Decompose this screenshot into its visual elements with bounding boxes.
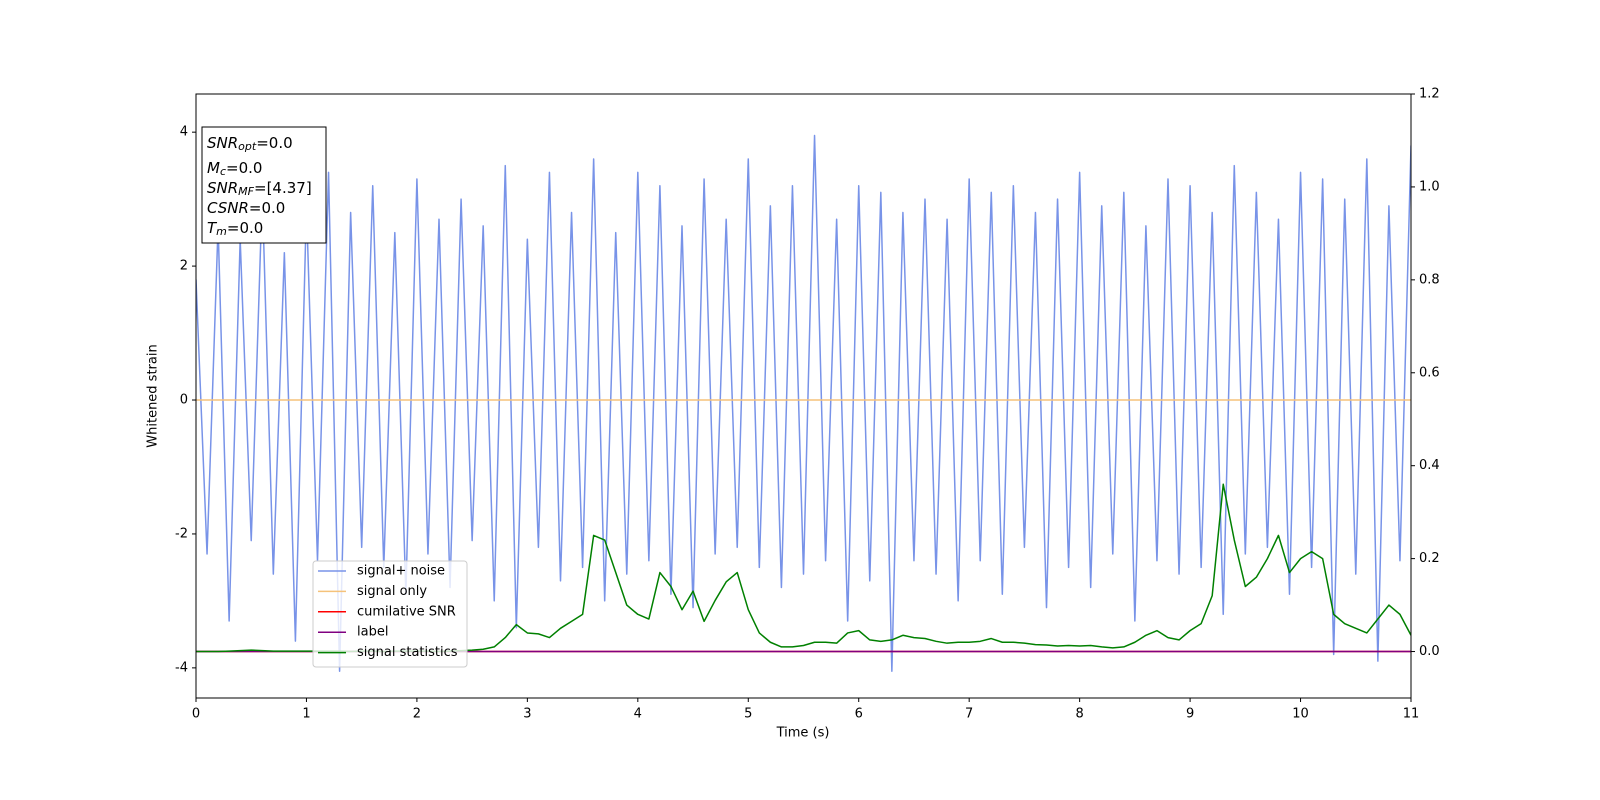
y-tick-label: 0 — [180, 393, 188, 408]
x-tick-label: 6 — [855, 707, 863, 722]
y2-tick-label: 0.2 — [1419, 551, 1440, 566]
legend-label: signal only — [357, 584, 427, 599]
legend-frame — [312, 560, 468, 668]
y-tick-label: 2 — [180, 259, 188, 274]
stats-line: Tm=0.0 — [207, 219, 263, 239]
stats-value: =0.0 — [226, 159, 262, 177]
y2-tick-label: 1.2 — [1419, 87, 1440, 102]
x-axis-label: Time (s) — [776, 726, 830, 741]
y2-tick-label: 0.0 — [1419, 644, 1440, 659]
stats-line: Mc=0.0 — [207, 159, 262, 179]
x-tick-label: 3 — [523, 707, 531, 722]
stats-subscript: c — [220, 165, 226, 178]
series-line — [196, 134, 1411, 672]
x-tick-label: 10 — [1292, 707, 1309, 722]
y2-tick-label: 0.6 — [1419, 365, 1440, 380]
x-tick-label: 7 — [965, 707, 973, 722]
stats-value: =0.0 — [256, 134, 292, 152]
stats-subscript: MF — [238, 185, 254, 198]
legend-label: cumilative SNR — [357, 604, 456, 619]
stats-line: SNRopt=0.0 — [207, 134, 293, 154]
stats-name: SNR — [207, 179, 238, 197]
axes-frame — [195, 93, 1412, 699]
stats-value: =0.0 — [249, 199, 285, 217]
y2-tick-label: 0.8 — [1419, 272, 1440, 287]
stats-line: SNRMF=[4.37] — [207, 179, 312, 199]
legend-label: signal statistics — [357, 645, 458, 660]
y-tick-label: -2 — [175, 526, 188, 541]
x-tick-label: 4 — [634, 707, 642, 722]
stats-name: CSNR — [207, 199, 249, 217]
stats-line: CSNR=0.0 — [207, 199, 285, 217]
x-tick-label: 2 — [413, 707, 421, 722]
stats-name: M — [207, 159, 220, 177]
stats-name: T — [207, 219, 218, 237]
x-tick-label: 8 — [1075, 707, 1083, 722]
x-tick-label: 5 — [744, 707, 752, 722]
x-tick-label: 9 — [1186, 707, 1194, 722]
stats-value: =0.0 — [227, 219, 263, 237]
x-tick-label: 0 — [192, 707, 200, 722]
y-axis-label: Whitened strain — [146, 344, 161, 447]
stats-box: SNRopt=0.0Mc=0.0SNRMF=[4.37]CSNR=0.0Tm=0… — [201, 126, 327, 244]
stats-subscript: m — [216, 225, 227, 238]
y2-tick-label: 1.0 — [1419, 179, 1440, 194]
y-tick-label: 4 — [180, 125, 188, 140]
legend-label: signal+ noise — [357, 564, 445, 579]
stats-box-frame — [201, 126, 327, 244]
y2-tick-label: 0.4 — [1419, 458, 1440, 473]
x-tick-label: 1 — [302, 707, 310, 722]
x-tick-label: 11 — [1403, 707, 1420, 722]
legend: signal+ noise signal only cumilative SNR la… — [312, 560, 468, 668]
stats-value: =[4.37] — [254, 179, 312, 197]
legend-label: label — [357, 625, 388, 640]
stats-name: SNR — [207, 134, 238, 152]
stats-subscript: opt — [238, 140, 257, 153]
y-tick-label: -4 — [175, 660, 188, 675]
